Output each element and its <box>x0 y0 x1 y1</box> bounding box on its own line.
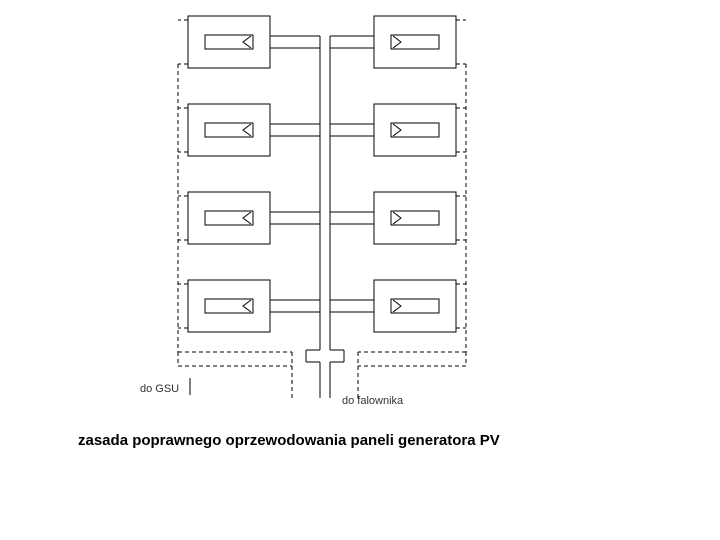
wiring-diagram: do GSU do falownika <box>0 0 720 540</box>
svg-text:do GSU: do GSU <box>140 383 179 395</box>
svg-text:do falownika: do falownika <box>342 395 404 407</box>
caption-text: zasada poprawnego oprzewodowania paneli … <box>78 432 500 449</box>
